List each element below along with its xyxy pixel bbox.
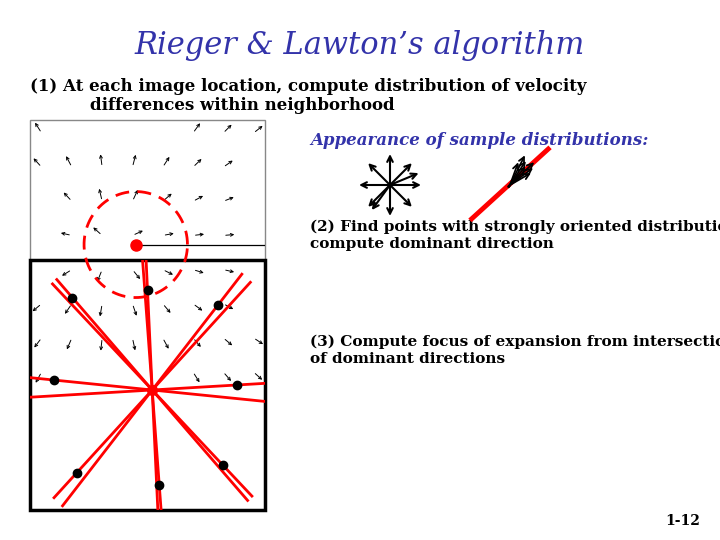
Text: (2) Find points with strongly oriented distribution,: (2) Find points with strongly oriented d… [310,220,720,234]
Text: Rieger & Lawton’s algorithm: Rieger & Lawton’s algorithm [135,30,585,61]
Text: 1-12: 1-12 [665,514,700,528]
Text: Appearance of sample distributions:: Appearance of sample distributions: [310,132,649,149]
Text: (3) Compute focus of expansion from intersection: (3) Compute focus of expansion from inte… [310,335,720,349]
Bar [30,260,265,510]
Text: (1) At each image location, compute distribution of velocity: (1) At each image location, compute dist… [30,78,587,95]
Text: differences within neighborhood: differences within neighborhood [90,97,395,114]
Bar [30,120,265,385]
Text: compute dominant direction: compute dominant direction [310,237,554,251]
Text: of dominant directions: of dominant directions [310,352,505,366]
